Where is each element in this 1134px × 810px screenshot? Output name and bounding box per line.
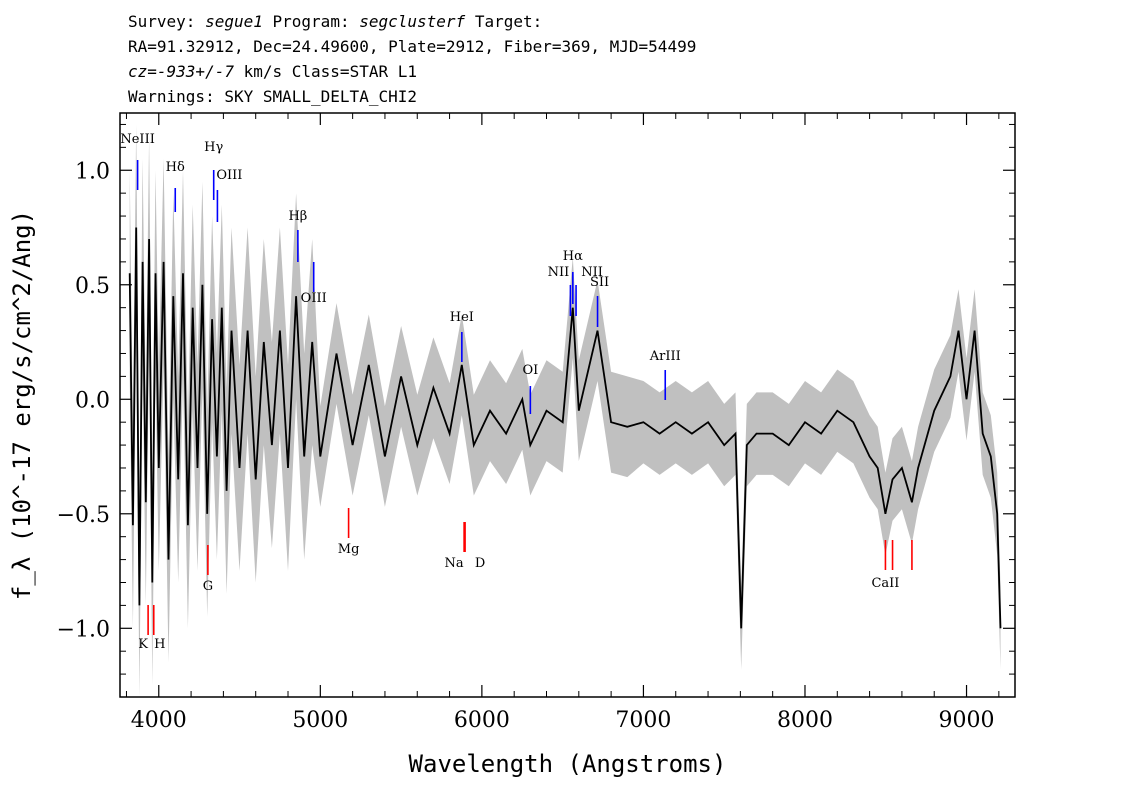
emission-label: NeIII [120,132,154,147]
emission-label: Hδ [166,160,185,175]
absorption-label: H [154,637,165,652]
x-tick-label: 4000 [131,708,187,733]
header-line-2: RA=91.32912, Dec=24.49600, Plate=2912, F… [128,37,697,56]
survey-value: segue1 [205,12,263,31]
program-label: Program: [272,12,350,31]
y-tick-label: 0.5 [75,274,110,299]
axis-ticks: 4000 5000 6000 7000 8000 9000 −1.0 −0.5 0.0 0.5 1.… [57,113,1015,733]
target-label: Target: [474,12,543,31]
emission-label: OI [522,363,538,378]
line-markers: NeIIIHδHγOIIIHβOIIIHeIOINIIHαNIISIIArIII… [120,132,913,652]
emission-label: Hβ [288,209,307,224]
emission-label: NII [581,265,603,280]
absorption-label: D [475,556,485,571]
y-tick-label: −0.5 [57,503,110,528]
header-line-4: Warnings: SKY SMALL_DELTA_CHI2 [128,87,417,106]
class-text: km/s Class=STAR L1 [233,62,417,81]
spectrum-line [128,227,1002,629]
error-band-area [129,124,1001,697]
emission-label: HeI [450,310,474,325]
emission-label: OIII [216,168,242,183]
x-tick-label: 7000 [615,708,671,733]
emission-label: Hγ [204,140,223,155]
absorption-label: CaII [871,576,899,591]
y-axis-title: f_λ (10^-17 erg/s/cm^2/Ang) [8,210,36,600]
emission-label: ArIII [649,349,681,364]
absorption-label: K [138,637,148,652]
error-band [129,124,1001,697]
header-line-1: Survey: segue1 Program: segclusterf Targ… [128,12,542,32]
spectrum-series [128,227,1002,629]
x-tick-label: 5000 [292,708,348,733]
x-axis-title: Wavelength (Angstroms) [409,750,727,778]
y-tick-label: 1.0 [75,159,110,184]
survey-label: Survey: [128,12,196,31]
plot-frame [119,112,1016,698]
emission-label: OIII [301,291,327,306]
absorption-label: Na [445,556,464,571]
y-tick-label: −1.0 [57,617,110,642]
absorption-label: G [203,579,213,594]
emission-label: NII [548,265,570,280]
emission-label: SII [590,275,609,290]
cz-value: cz=-933+/-7 [128,62,234,81]
program-value: segclusterf [359,12,466,31]
x-tick-label: 9000 [939,708,995,733]
x-tick-label: 6000 [454,708,510,733]
absorption-label: Mg [338,542,360,557]
header-line-3: cz=-933+/-7 km/s Class=STAR L1 [128,62,417,82]
y-tick-label: 0.0 [75,388,110,413]
x-tick-label: 8000 [777,708,833,733]
emission-label: Hα [563,249,583,264]
